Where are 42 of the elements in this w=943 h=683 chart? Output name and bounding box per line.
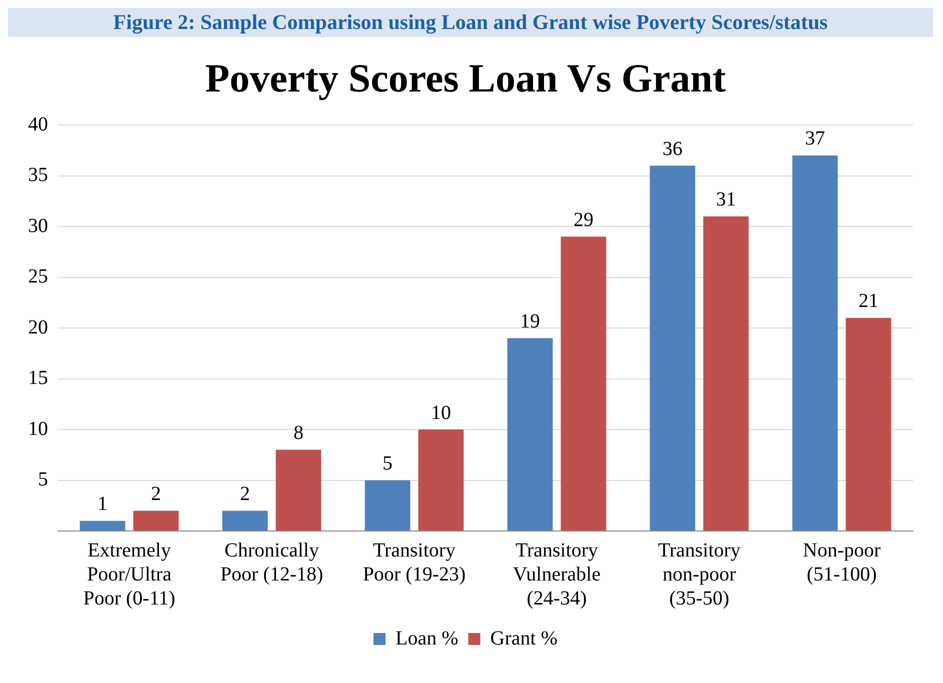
y-tick-label: 40 <box>28 113 48 136</box>
legend-label: Grant % <box>490 627 558 650</box>
bar <box>507 338 553 530</box>
bar <box>222 510 268 530</box>
data-label: 21 <box>858 290 878 312</box>
x-tick-label: Transitory Vulnerable (24-34) <box>512 539 601 610</box>
bar <box>418 430 464 530</box>
data-label: 37 <box>805 128 826 150</box>
x-tick-label: Transitory Poor (19-23) <box>362 539 466 586</box>
data-label: 31 <box>716 188 736 211</box>
bar <box>276 450 322 530</box>
y-tick-label: 25 <box>28 266 48 288</box>
y-tick-label: 5 <box>38 468 48 490</box>
data-label: 5 <box>382 452 393 474</box>
y-tick-label: 20 <box>28 316 48 338</box>
y-tick-label: 15 <box>28 367 48 389</box>
y-tick-label: 10 <box>28 418 48 440</box>
bar <box>364 480 410 530</box>
bar <box>560 236 606 530</box>
bar <box>703 216 749 530</box>
x-tick-label: Non-poor (51-100) <box>802 539 881 586</box>
data-label: 8 <box>293 422 304 444</box>
bar <box>846 318 892 530</box>
y-tick-label: 35 <box>28 164 48 186</box>
x-tick-label: Chronically Poor (12-18) <box>220 539 324 586</box>
bar <box>80 520 126 530</box>
y-tick-label: 30 <box>28 214 48 237</box>
data-label: 36 <box>662 138 683 160</box>
x-tick-label: Transitory non-poor (35-50) <box>658 539 741 610</box>
caption: Figure 2: Sample Comparison using Loan and Grant wise Poverty Scores/status <box>8 8 933 37</box>
bar <box>792 155 838 530</box>
legend-label: Loan % <box>396 627 458 650</box>
bar <box>650 166 696 530</box>
data-label: 1 <box>98 493 108 516</box>
bar <box>133 510 179 530</box>
data-label: 2 <box>150 482 161 505</box>
x-tick-label: Extremely Poor/Ultra Poor (0-11) <box>83 539 176 610</box>
data-label: 2 <box>240 482 250 505</box>
chart-title: Poverty Scores Loan Vs Grant <box>205 55 727 100</box>
data-label: 29 <box>573 208 594 231</box>
data-label: 19 <box>520 310 540 332</box>
data-label: 10 <box>430 402 451 424</box>
